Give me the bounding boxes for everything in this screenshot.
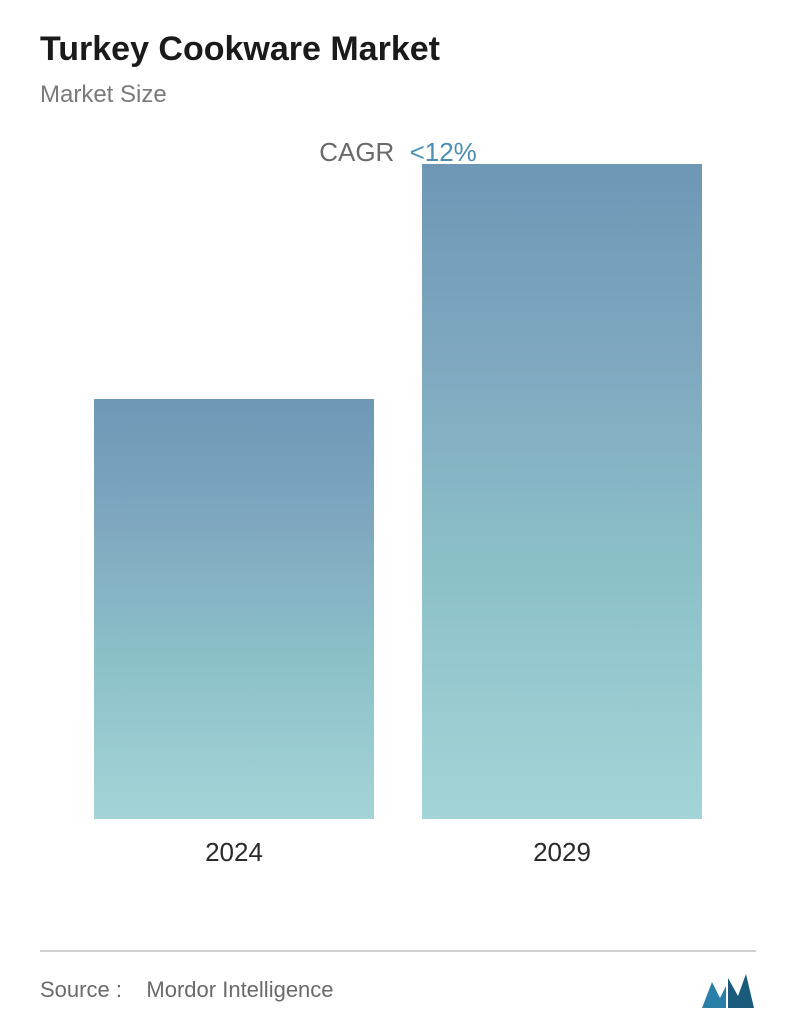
page-title: Turkey Cookware Market — [40, 30, 756, 69]
bar-group-0: 2024 — [94, 399, 374, 868]
cagr-label: CAGR — [319, 137, 394, 167]
page-subtitle: Market Size — [40, 81, 756, 109]
bar-group-1: 2029 — [422, 164, 702, 868]
source-prefix: Source : — [40, 977, 122, 1002]
source-name: Mordor Intelligence — [146, 977, 333, 1002]
bar-label-2024: 2024 — [205, 837, 263, 868]
bar-label-2029: 2029 — [533, 837, 591, 868]
chart-container: Turkey Cookware Market Market Size CAGR … — [0, 0, 796, 1034]
chart-area: 2024 2029 — [40, 188, 756, 868]
bar-2029 — [422, 164, 702, 819]
brand-logo-icon — [700, 970, 756, 1010]
cagr-value: <12% — [410, 137, 477, 167]
source-text: Source : Mordor Intelligence — [40, 977, 334, 1003]
bar-2024 — [94, 399, 374, 819]
footer: Source : Mordor Intelligence — [40, 950, 756, 1010]
